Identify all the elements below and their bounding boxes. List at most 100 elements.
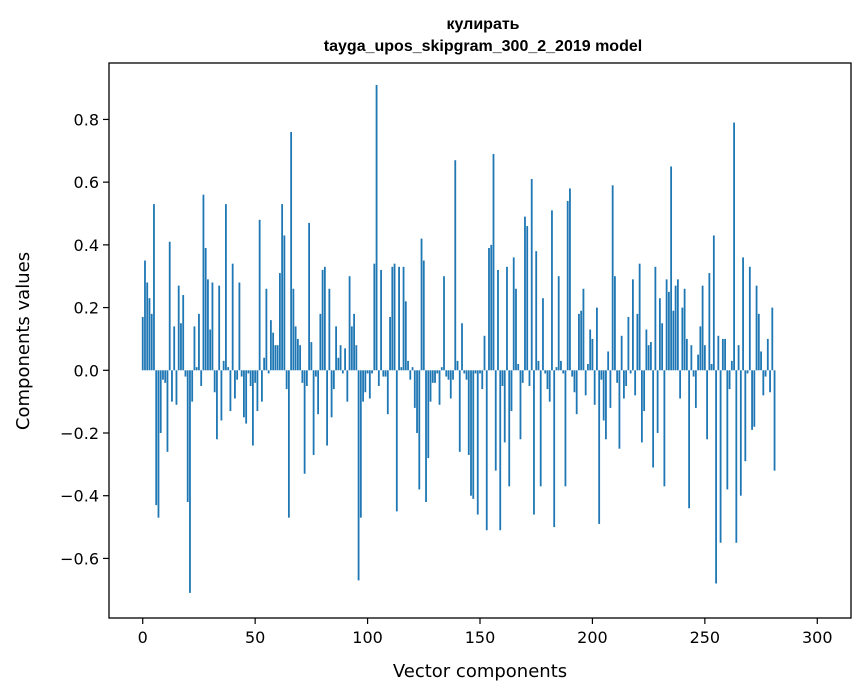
bar (737, 345, 740, 371)
bar (553, 370, 556, 528)
bar (155, 370, 158, 506)
bar (692, 370, 695, 377)
bar (339, 345, 342, 371)
bar (730, 360, 733, 371)
bar (238, 282, 241, 371)
bar (634, 370, 637, 396)
bar (598, 370, 601, 524)
bar (762, 370, 765, 396)
bar (355, 345, 358, 371)
bar (301, 370, 304, 383)
bar (551, 210, 553, 371)
bar (562, 370, 565, 374)
bar (719, 370, 722, 543)
bar (526, 226, 529, 371)
bar (699, 326, 702, 371)
bar (247, 370, 250, 374)
bar (337, 357, 340, 371)
bar (341, 370, 344, 374)
bar (175, 370, 178, 405)
bar (557, 276, 560, 371)
bar (225, 204, 227, 371)
y-tick-label: 0.2 (74, 299, 99, 318)
bar (382, 370, 385, 377)
bar (544, 370, 547, 374)
bar (757, 313, 760, 371)
bar (171, 370, 173, 402)
bar (670, 166, 673, 371)
bar (180, 323, 182, 371)
bar (456, 360, 459, 371)
bar (710, 364, 713, 371)
bar (571, 370, 574, 377)
bar (195, 367, 198, 371)
bar (470, 370, 472, 496)
bar (501, 370, 504, 386)
bar (566, 200, 569, 371)
bar (186, 370, 189, 502)
bar (575, 370, 578, 415)
x-tick-label: 100 (352, 628, 383, 647)
bar (753, 370, 756, 427)
bar (755, 285, 758, 371)
bar (474, 370, 477, 374)
bar (463, 370, 466, 374)
bar (467, 370, 470, 455)
bar (353, 313, 355, 371)
bar (227, 367, 230, 371)
bar (146, 282, 149, 371)
bar (445, 370, 448, 377)
bar (191, 370, 194, 402)
bar (375, 84, 378, 371)
bar (771, 307, 774, 371)
bar (393, 263, 396, 371)
bar (285, 370, 288, 390)
bar (328, 288, 331, 371)
bar (436, 370, 439, 374)
y-tick-label: −0.4 (60, 487, 99, 506)
y-tick-label: 0.6 (74, 173, 99, 192)
bar (584, 370, 587, 396)
bar (229, 370, 232, 412)
bar (366, 370, 369, 374)
x-tick-label: 0 (138, 628, 148, 647)
bar (490, 244, 493, 371)
bar (766, 338, 769, 371)
bar (535, 251, 538, 371)
bar (299, 345, 302, 371)
bar (402, 266, 405, 371)
bar (256, 370, 259, 412)
bar (177, 285, 180, 371)
bar (303, 370, 306, 474)
x-tick-label: 200 (577, 628, 608, 647)
bar (209, 329, 212, 371)
y-tick-label: 0.4 (74, 236, 99, 255)
y-tick-label: −0.6 (60, 549, 99, 568)
bar (416, 370, 418, 433)
bar (261, 370, 263, 402)
bar (362, 370, 364, 402)
bar (189, 370, 191, 593)
bar (290, 131, 293, 371)
bar (357, 370, 360, 581)
bar (596, 307, 598, 371)
bar (764, 370, 767, 377)
bar (623, 370, 625, 399)
bar (386, 370, 389, 415)
bar (283, 235, 286, 371)
bar (391, 266, 394, 371)
bar (371, 370, 373, 374)
chart-title: кулирать (446, 16, 519, 33)
bar (317, 370, 320, 415)
bar (213, 370, 216, 393)
bar (452, 370, 454, 380)
bar (348, 276, 351, 371)
x-tick-label: 150 (465, 628, 496, 647)
bar (654, 266, 657, 371)
bar (499, 370, 502, 531)
bar (640, 370, 643, 443)
bar (326, 370, 328, 446)
bar (193, 326, 196, 371)
bar (443, 276, 445, 371)
